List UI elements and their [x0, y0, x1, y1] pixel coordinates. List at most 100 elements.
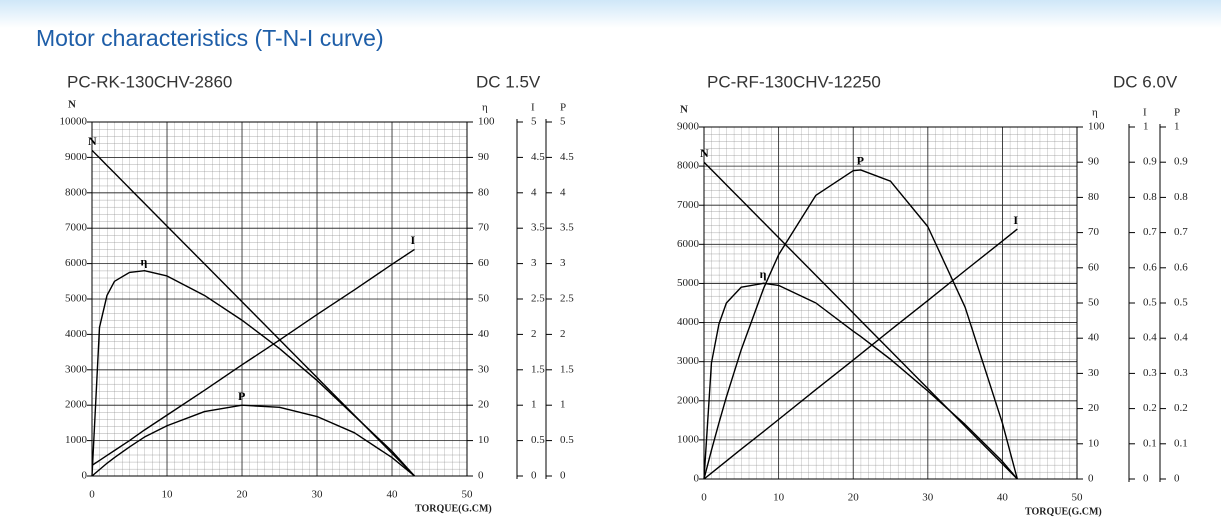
y3-tick-label: 0.7 [1143, 226, 1157, 238]
y2-tick-label: 50 [1088, 297, 1100, 309]
y4-tick-label: 5 [560, 116, 566, 128]
y3-axis-label: I [531, 102, 535, 114]
y-tick-label: 10000 [60, 116, 88, 128]
x-tick-label: 50 [1072, 492, 1084, 504]
y3-tick-label: 0.4 [1143, 332, 1157, 344]
curve [703, 169, 1018, 480]
y2-tick-label: 80 [478, 186, 490, 198]
y3-tick-label: 0.3 [1143, 367, 1157, 379]
y-tick-label: 7000 [677, 199, 700, 211]
y3-tick-label: 3.5 [531, 222, 545, 234]
minor-grid-area [704, 127, 1077, 479]
x-tick-label: 10 [162, 489, 174, 501]
x-tick-label: 50 [462, 489, 474, 501]
y3-tick-label: 0 [531, 470, 537, 482]
y2-tick-label: 10 [478, 434, 490, 446]
y2-tick-label: 60 [1088, 261, 1100, 273]
y2-tick-label: 30 [1088, 367, 1100, 379]
y4-tick-label: 0.7 [1174, 226, 1188, 238]
y2-tick-label: 70 [1088, 226, 1100, 238]
chart-title: PC-RK-130CHV-2860 [67, 72, 232, 91]
curve-label: η [760, 267, 767, 281]
x-tick-label: 40 [387, 489, 399, 501]
y4-tick-label: 0.6 [1174, 261, 1188, 273]
y-tick-label: 5000 [65, 293, 88, 305]
curve [703, 282, 1018, 480]
y4-axis-label: P [1174, 107, 1180, 119]
y4-tick-label: 0.5 [560, 434, 574, 446]
curve [91, 248, 415, 466]
y4-tick-label: 0.1 [1174, 437, 1188, 449]
y-tick-label: 7000 [65, 222, 88, 234]
curve-label: N [700, 146, 709, 160]
y4-tick-label: 2.5 [560, 293, 574, 305]
y-tick-label: 6000 [677, 238, 700, 250]
y-tick-label: 0 [82, 470, 88, 482]
y4-tick-label: 0.8 [1174, 191, 1188, 203]
y3-tick-label: 0.6 [1143, 261, 1157, 273]
y3-tick-label: 1 [1143, 121, 1149, 133]
y3-tick-label: 0.1 [1143, 437, 1157, 449]
curve-label: N [88, 134, 97, 148]
y-tick-label: 9000 [677, 121, 700, 133]
y4-axis-label: P [560, 102, 566, 114]
curve-label: I [1013, 213, 1018, 227]
y2-tick-label: 90 [1088, 156, 1100, 168]
x-tick-label: 0 [701, 492, 707, 504]
y3-tick-label: 2 [531, 328, 537, 340]
y-axis-label: N [68, 99, 76, 111]
y3-tick-label: 0.2 [1143, 402, 1157, 414]
y3-axis-label: I [1143, 107, 1147, 119]
y3-tick-label: 0.5 [531, 434, 545, 446]
y2-tick-label: 60 [478, 257, 490, 269]
y3-tick-label: 0.5 [1143, 297, 1157, 309]
y-tick-label: 6000 [65, 257, 88, 269]
y-axis-label: N [680, 104, 688, 116]
y3-tick-label: 1.5 [531, 363, 545, 375]
y2-axis-label: η [482, 102, 488, 114]
x-tick-label: 30 [312, 489, 324, 501]
header-band [0, 0, 1221, 28]
y4-tick-label: 0.4 [1174, 332, 1188, 344]
y-tick-label: 8000 [677, 160, 700, 172]
y2-tick-label: 20 [1088, 402, 1100, 414]
y2-tick-label: 80 [1088, 191, 1100, 203]
y4-tick-label: 0.3 [1174, 367, 1188, 379]
y3-tick-label: 4 [531, 186, 537, 198]
chart-subtitle: DC 6.0V [1113, 72, 1178, 91]
x-axis-label: TORQUE(G.CM) [1025, 506, 1102, 517]
y2-tick-label: 0 [1088, 473, 1094, 485]
x-axis-label: TORQUE(G.CM) [415, 503, 492, 514]
y-tick-label: 9000 [65, 151, 88, 163]
y4-tick-label: 4.5 [560, 151, 574, 163]
y-tick-label: 2000 [677, 394, 700, 406]
y3-tick-label: 3 [531, 257, 537, 269]
y4-tick-label: 3.5 [560, 222, 574, 234]
curve-label: η [141, 254, 148, 268]
page-title: Motor characteristics (T-N-I curve) [36, 25, 384, 51]
y3-tick-label: 2.5 [531, 293, 545, 305]
y4-tick-label: 1 [560, 399, 566, 411]
curve-label: I [411, 233, 416, 247]
y3-tick-label: 0 [1143, 473, 1149, 485]
y4-tick-label: 1.5 [560, 363, 574, 375]
y2-tick-label: 30 [478, 363, 490, 375]
y3-tick-label: 0.8 [1143, 191, 1157, 203]
y2-axis-label: η [1092, 107, 1098, 119]
x-tick-label: 10 [773, 492, 785, 504]
y3-tick-label: 5 [531, 116, 537, 128]
y2-tick-label: 100 [1088, 121, 1105, 133]
y4-tick-label: 0.9 [1174, 156, 1188, 168]
y4-tick-label: 0.2 [1174, 402, 1188, 414]
y3-tick-label: 1 [531, 399, 537, 411]
y-tick-label: 0 [694, 473, 700, 485]
chart-title: PC-RF-130CHV-12250 [707, 72, 881, 91]
x-tick-label: 20 [237, 489, 249, 501]
y2-tick-label: 0 [478, 470, 484, 482]
y-tick-label: 4000 [677, 316, 700, 328]
y4-tick-label: 2 [560, 328, 566, 340]
y-tick-label: 1000 [65, 434, 88, 446]
y2-tick-label: 40 [478, 328, 490, 340]
y4-tick-label: 4 [560, 186, 566, 198]
